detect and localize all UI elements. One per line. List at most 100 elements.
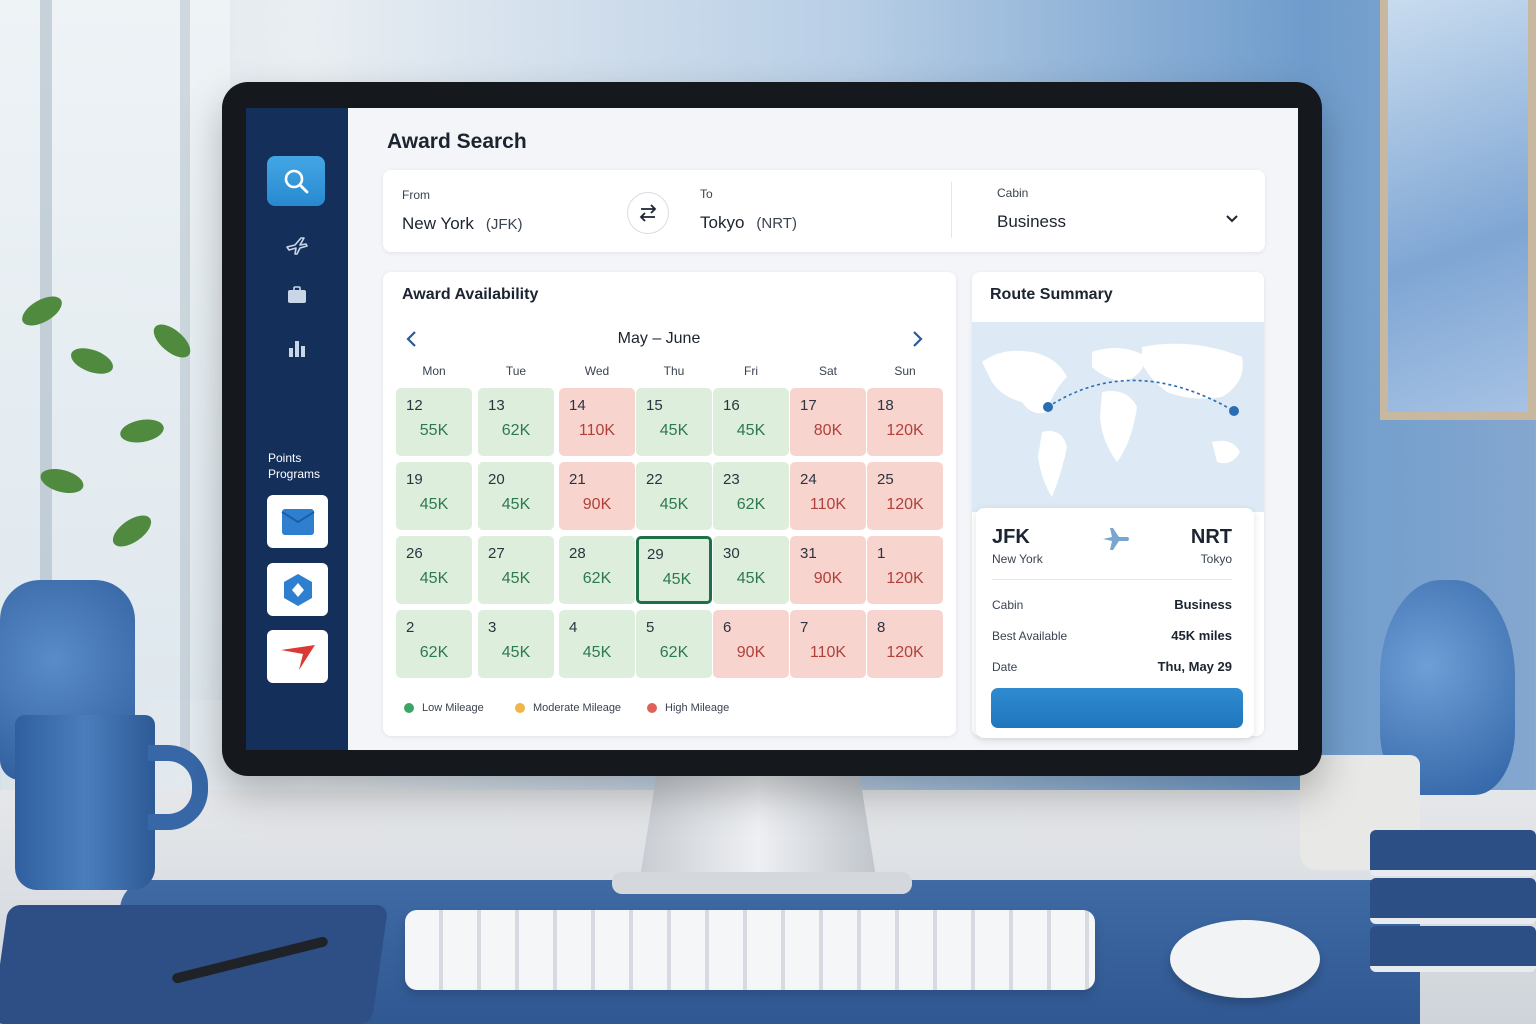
- calendar-day[interactable]: 25 120K: [867, 462, 943, 530]
- calendar-day[interactable]: 3 45K: [478, 610, 554, 678]
- calendar-day[interactable]: 18 120K: [867, 388, 943, 456]
- calendar-day[interactable]: 22 45K: [636, 462, 712, 530]
- calendar-day[interactable]: 20 45K: [478, 462, 554, 530]
- summary-row-value: Business: [1174, 597, 1232, 612]
- swap-button[interactable]: [627, 192, 669, 234]
- chevron-right-icon[interactable]: [912, 330, 924, 348]
- field-divider: [951, 182, 952, 238]
- cabin-label: Cabin: [997, 186, 1029, 200]
- stats-nav-button[interactable]: [282, 333, 312, 363]
- day-mileage: 80K: [813, 422, 843, 439]
- day-number: 17: [800, 397, 817, 414]
- day-mileage: 45K: [419, 496, 449, 513]
- world-map: [982, 343, 1243, 497]
- window-frame: [40, 0, 52, 760]
- calendar-day-selected[interactable]: 29 45K: [636, 536, 712, 604]
- day-mileage: 62K: [419, 644, 449, 661]
- hexagon-program-icon: [283, 573, 312, 606]
- calendar-day[interactable]: 24 110K: [790, 462, 866, 530]
- day-mileage: 55K: [419, 422, 449, 439]
- legend-item: High Mileage: [647, 702, 729, 714]
- calendar-day[interactable]: 4 45K: [559, 610, 635, 678]
- calendar-day[interactable]: 12 55K: [396, 388, 472, 456]
- weekday-label: Thu: [663, 364, 685, 378]
- day-number: 7: [800, 619, 809, 636]
- book-button[interactable]: [991, 688, 1243, 728]
- day-mileage: 45K: [501, 496, 531, 513]
- calendar-day[interactable]: 19 45K: [396, 462, 472, 530]
- swoosh-program-icon: [280, 644, 315, 670]
- origin-marker: [1043, 402, 1053, 412]
- legend-dot: [404, 703, 414, 713]
- from-label: From: [402, 188, 430, 202]
- calendar-day[interactable]: 2 62K: [396, 610, 472, 678]
- search-form: From New York (JFK) To Tokyo (NRT) Cabin B…: [383, 170, 1265, 252]
- day-number: 15: [646, 397, 663, 414]
- to-field[interactable]: Tokyo (NRT): [700, 213, 797, 233]
- calendar-day[interactable]: 26 45K: [396, 536, 472, 604]
- legend-dot: [515, 703, 525, 713]
- calendar-day[interactable]: 28 62K: [559, 536, 635, 604]
- to-code: (NRT): [756, 215, 797, 232]
- calendar-day[interactable]: 27 45K: [478, 536, 554, 604]
- calendar-day[interactable]: 23 62K: [713, 462, 789, 530]
- program-card[interactable]: [267, 563, 328, 616]
- from-field[interactable]: New York (JFK): [402, 214, 523, 234]
- legend-label: Low Mileage: [422, 702, 484, 714]
- day-number: 13: [488, 397, 505, 414]
- day-number: 29: [647, 546, 664, 563]
- calendar-day[interactable]: 6 90K: [713, 610, 789, 678]
- coffee-mug: [15, 715, 155, 890]
- program-card[interactable]: [267, 630, 328, 683]
- calendar-day[interactable]: 16 45K: [713, 388, 789, 456]
- calendar-day[interactable]: 8 120K: [867, 610, 943, 678]
- day-mileage: 45K: [419, 570, 449, 587]
- calendar-day[interactable]: 30 45K: [713, 536, 789, 604]
- calendar-day[interactable]: 1 120K: [867, 536, 943, 604]
- day-mileage: 90K: [736, 644, 766, 661]
- flights-nav-button[interactable]: [282, 230, 312, 260]
- day-number: 18: [877, 397, 894, 414]
- trips-nav-button[interactable]: [282, 280, 312, 310]
- legend-item: Moderate Mileage: [515, 702, 621, 714]
- chevron-left-icon[interactable]: [405, 330, 417, 348]
- origin-code: JFK: [992, 526, 1030, 548]
- day-mileage: 45K: [501, 570, 531, 587]
- day-number: 23: [723, 471, 740, 488]
- day-number: 16: [723, 397, 740, 414]
- calendar-day[interactable]: 17 80K: [790, 388, 866, 456]
- calendar-day[interactable]: 5 62K: [636, 610, 712, 678]
- calendar-day[interactable]: 15 45K: [636, 388, 712, 456]
- weekday-label: Tue: [505, 364, 527, 378]
- calendar-day[interactable]: 31 90K: [790, 536, 866, 604]
- search-nav-button[interactable]: [267, 156, 325, 206]
- day-number: 26: [406, 545, 423, 562]
- chevron-down-icon[interactable]: [1225, 214, 1239, 224]
- destination-city: Tokyo: [1200, 552, 1232, 566]
- day-number: 12: [406, 397, 423, 414]
- calendar-day[interactable]: 13 62K: [478, 388, 554, 456]
- month-label: May – June: [617, 330, 701, 347]
- route-map: [972, 322, 1264, 512]
- day-mileage: 45K: [659, 496, 689, 513]
- day-mileage: 110K: [578, 422, 616, 439]
- summary-row-label: Cabin: [992, 598, 1024, 612]
- calendar-day[interactable]: 14 110K: [559, 388, 635, 456]
- day-mileage: 120K: [886, 644, 924, 661]
- cabin-select[interactable]: Business: [997, 212, 1066, 231]
- origin-city: New York: [992, 552, 1043, 566]
- calendar-day[interactable]: 21 90K: [559, 462, 635, 530]
- window-frame: [180, 0, 190, 760]
- calendar-day[interactable]: 7 110K: [790, 610, 866, 678]
- day-number: 31: [800, 545, 817, 562]
- day-number: 3: [488, 619, 497, 636]
- book: [1370, 926, 1536, 972]
- route-summary-card: Route Summary JFK New York NRT Tokyo Cab…: [972, 272, 1264, 738]
- route-details: JFK New York NRT Tokyo Cabin Business Best…: [976, 508, 1254, 738]
- search-icon: [284, 169, 309, 194]
- day-mileage: 45K: [582, 644, 612, 661]
- legend-label: High Mileage: [665, 702, 730, 714]
- program-card[interactable]: [267, 495, 328, 548]
- day-number: 30: [723, 545, 740, 562]
- monitor-stand: [638, 770, 878, 890]
